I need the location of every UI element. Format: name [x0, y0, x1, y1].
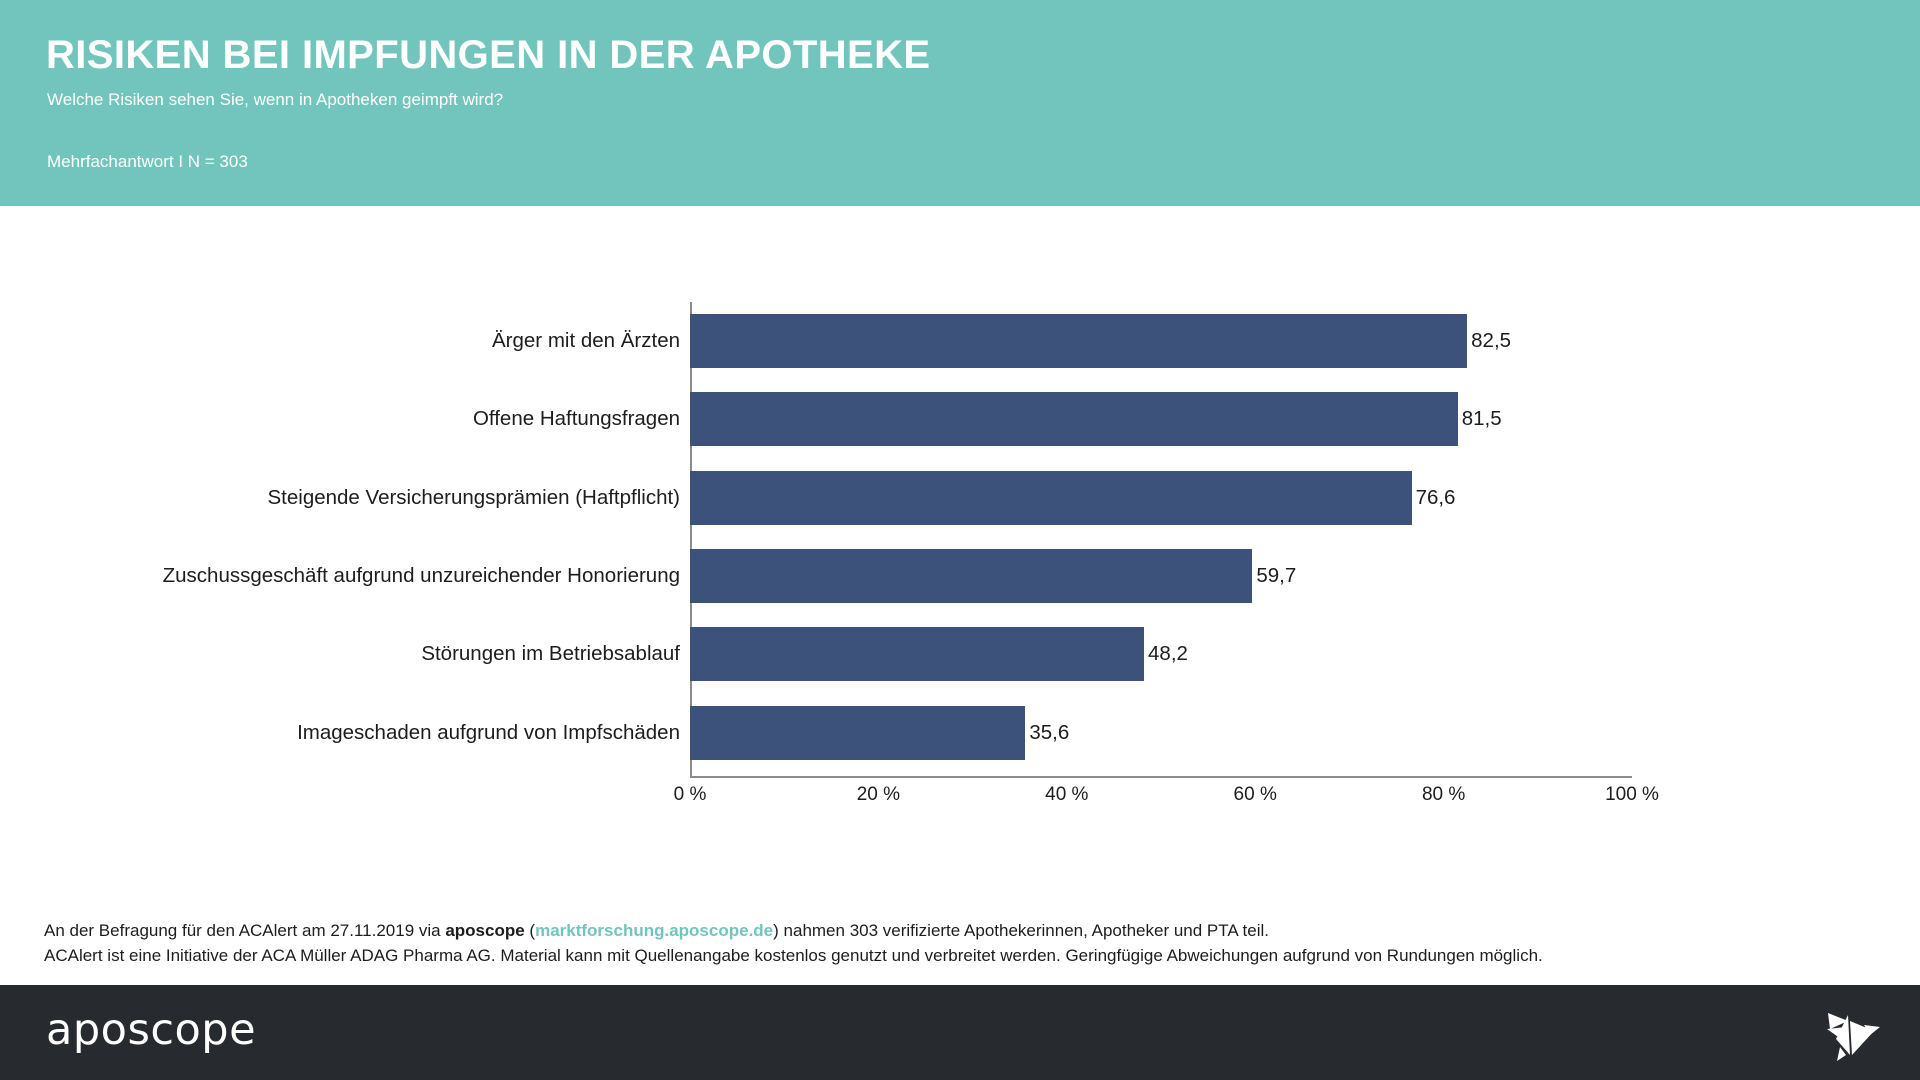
x-tick-label: 0 % — [673, 784, 707, 805]
x-axis-ticks: 0 % 20 % 40 % 60 % 80 % 100 % — [674, 784, 1659, 818]
bar[interactable] — [690, 549, 1253, 604]
footnote: An der Befragung für den ACAlert am 27.1… — [44, 918, 1844, 968]
aposcope-wordmark: aposcope — [46, 1005, 257, 1055]
category-label: Imageschaden aufgrund von Impfschäden — [297, 720, 680, 744]
category-label: Offene Haftungsfragen — [472, 407, 680, 431]
footnote-paren-open: ( — [524, 921, 536, 940]
footnote-brand: aposcope — [445, 921, 525, 940]
footer-bar: aposcope — [0, 985, 1920, 1080]
footnote-line-1: An der Befragung für den ACAlert am 27.1… — [44, 918, 1844, 943]
x-tick-label: 40 % — [1045, 784, 1089, 805]
footnote-link[interactable]: marktforschung.aposcope.de — [535, 921, 774, 940]
bar[interactable] — [690, 627, 1145, 682]
category-label: Störungen im Betriebsablauf — [421, 642, 680, 666]
bar[interactable] — [690, 314, 1468, 369]
category-label: Zuschussgeschäft aufgrund unzureichender… — [162, 564, 680, 587]
x-axis-line — [690, 776, 1632, 778]
bar-value-label: 76,6 — [1415, 485, 1456, 509]
bar[interactable] — [690, 470, 1412, 525]
footnote-paren-close: ) — [773, 921, 784, 940]
bar-row: Offene Haftungsfragen 81,5 — [473, 380, 1632, 458]
chart-container: Ärger mit den Ärzten 82,5 Offene Haftungsf… — [0, 206, 1920, 874]
y-axis-line — [690, 302, 692, 776]
bar-row: Ärger mit den Ärzten 82,5 — [492, 302, 1632, 380]
footnote-text-b: nahmen 303 verifizierte Apothekerinnen, … — [783, 921, 1269, 940]
bar-value-label: 48,2 — [1148, 642, 1188, 666]
x-tick-label: 80 % — [1421, 784, 1466, 805]
bar[interactable] — [690, 392, 1458, 447]
footnote-line-2: ACAlert ist eine Initiative der ACA Müll… — [44, 946, 1543, 965]
bar[interactable] — [690, 705, 1026, 760]
x-tick-label: 20 % — [856, 784, 901, 805]
x-tick-label: 60 % — [1233, 784, 1277, 805]
x-tick-label: 100 % — [1605, 784, 1659, 805]
bar-value-label: 81,5 — [1461, 407, 1502, 431]
bar-value-label: 35,6 — [1029, 720, 1070, 744]
bar-plot: Ärger mit den Ärzten 82,5 Offene Haftungsf… — [163, 302, 1632, 772]
page-subtitle: Welche Risiken sehen Sie, wenn in Apothe… — [47, 90, 504, 109]
bar-row: Imageschaden aufgrund von Impfschäden 35,… — [297, 694, 1632, 772]
footnote-text-a: An der Befragung für den ACAlert am 27.1… — [44, 921, 446, 940]
bar-value-label: 59,7 — [1256, 564, 1297, 588]
bar-value-label: 82,5 — [1471, 329, 1512, 353]
origami-bird-icon — [1814, 999, 1884, 1067]
header-banner: RISIKEN BEI IMPFUNGEN IN DER APOTHEKE We… — [0, 0, 1920, 206]
page-title: RISIKEN BEI IMPFUNGEN IN DER APOTHEKE — [46, 33, 931, 77]
bar-row: Zuschussgeschäft aufgrund unzureichender… — [163, 537, 1632, 615]
bar-row: Störungen im Betriebsablauf 48,2 — [421, 615, 1632, 693]
bar-row: Steigende Versicherungsprämien (Haftpfli… — [268, 459, 1632, 537]
category-label: Ärger mit den Ärzten — [492, 329, 680, 352]
category-label: Steigende Versicherungsprämien (Haftpfli… — [267, 485, 681, 509]
survey-meta: Mehrfachantwort I N = 303 — [47, 152, 248, 171]
